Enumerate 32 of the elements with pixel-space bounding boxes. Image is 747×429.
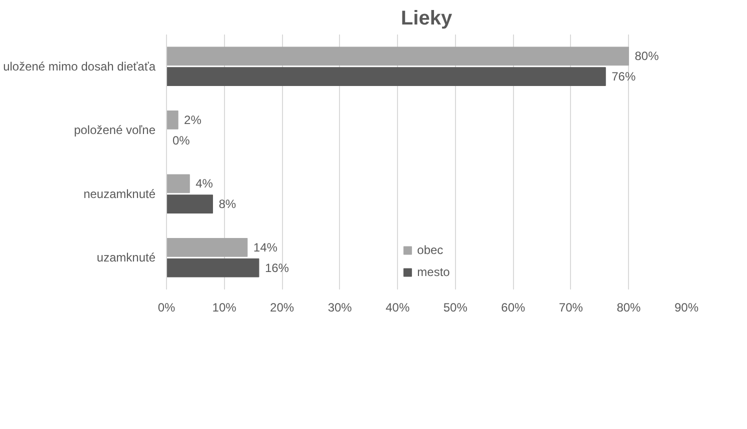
legend-label: mesto <box>417 265 450 279</box>
bar <box>166 258 260 278</box>
x-tick-label: 10% <box>212 300 237 314</box>
data-label: 4% <box>196 176 214 191</box>
bar <box>166 46 629 66</box>
data-label: 16% <box>264 260 290 275</box>
data-label: 2% <box>184 112 202 127</box>
x-tick-label: 90% <box>674 300 699 314</box>
x-tick-label: 50% <box>443 300 468 314</box>
data-label: 8% <box>218 197 236 212</box>
data-label: 80% <box>634 49 660 64</box>
chart-title: Lieky <box>400 8 453 30</box>
data-label: 14% <box>253 240 278 254</box>
bar <box>166 110 178 130</box>
y-tick-label: položené voľne <box>74 123 156 138</box>
x-tick-label: 30% <box>328 300 352 314</box>
y-tick-label: neuzamknuté <box>83 186 156 201</box>
x-tick-label: 80% <box>616 300 642 314</box>
x-tick-label: 70% <box>558 300 584 314</box>
x-tick-label: 40% <box>386 300 410 314</box>
bar <box>166 238 248 257</box>
bar <box>166 174 190 194</box>
bar <box>166 67 606 86</box>
y-tick-label: uložené mimo dosah dieťaťa <box>3 59 156 74</box>
data-label: 76% <box>612 70 636 84</box>
y-tick-label: uzamknuté <box>96 250 156 265</box>
x-tick-label: 60% <box>501 300 526 314</box>
data-label: 0% <box>172 133 190 148</box>
bar <box>166 194 213 214</box>
x-tick-label: 20% <box>270 300 294 314</box>
legend-label: obec <box>417 243 444 257</box>
x-tick-label: 0% <box>158 300 176 314</box>
